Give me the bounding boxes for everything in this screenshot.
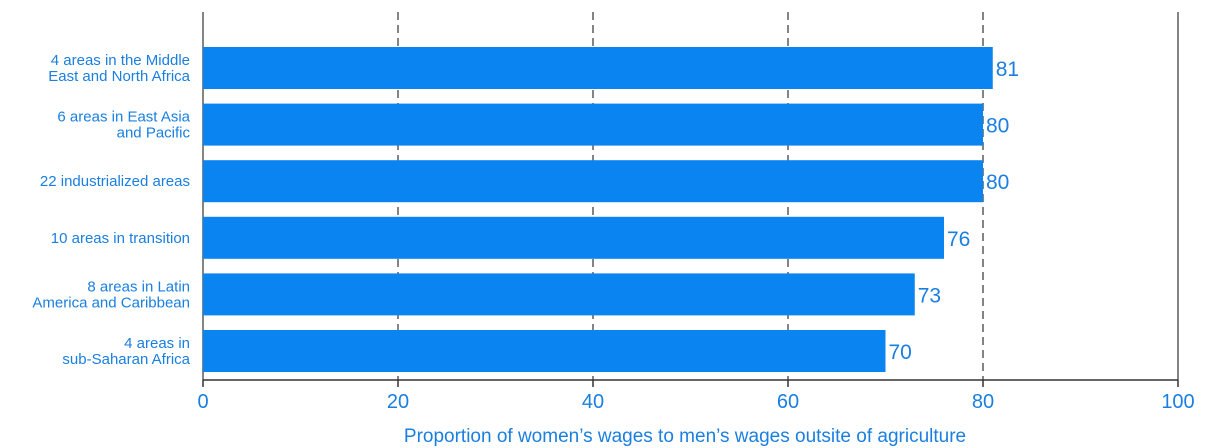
x-tick-label-40: 40 [582, 391, 604, 413]
x-tick-label-20: 20 [387, 391, 409, 413]
x-axis: 0 20 40 60 80 100 [197, 379, 1195, 413]
category-label-line: 6 areas in East Asia [57, 109, 190, 126]
category-label-line: America and Caribbean [32, 294, 190, 311]
category-label-line: 8 areas in Latin [87, 278, 190, 295]
x-tick-label-80: 80 [972, 391, 994, 413]
value-labels: 81 80 80 76 73 70 [889, 58, 1020, 364]
category-label-line: 10 areas in transition [51, 230, 190, 247]
category-label-3: 10 areas in transition [51, 230, 190, 247]
x-tick-label-0: 0 [197, 391, 208, 413]
bar-3 [203, 216, 944, 259]
bar-4 [203, 273, 915, 316]
bars [203, 47, 993, 372]
category-label-line: East and North Africa [48, 68, 190, 85]
value-label-0: 81 [996, 58, 1019, 81]
category-label-4: 8 areas in Latin America and Caribbean [32, 278, 190, 311]
category-label-line: 22 industrialized areas [40, 173, 190, 190]
category-label-line: 4 areas in the Middle [51, 52, 190, 69]
x-tick-label-100: 100 [1161, 391, 1194, 413]
category-label-5: 4 areas in sub-Saharan Africa [62, 335, 190, 368]
bar-5 [203, 330, 886, 372]
value-label-3: 76 [947, 228, 970, 251]
x-axis-title: Proportion of women’s wages to men’s wag… [404, 426, 966, 447]
category-label-line: sub-Saharan Africa [62, 351, 190, 368]
category-label-line: and Pacific [117, 125, 191, 142]
category-label-line: 4 areas in [124, 335, 190, 352]
x-tick-label-60: 60 [777, 391, 799, 413]
bar-0 [203, 47, 993, 89]
category-label-2: 22 industrialized areas [40, 173, 190, 190]
value-label-4: 73 [918, 284, 941, 307]
value-label-1: 80 [986, 115, 1009, 138]
category-labels: 4 areas in the Middle East and North Afri… [32, 52, 190, 368]
bar-1 [203, 103, 983, 146]
bar-2 [203, 160, 983, 203]
value-label-5: 70 [889, 341, 912, 364]
value-label-2: 80 [986, 171, 1009, 194]
category-label-0: 4 areas in the Middle East and North Afri… [48, 52, 190, 85]
category-label-1: 6 areas in East Asia and Pacific [57, 109, 190, 142]
